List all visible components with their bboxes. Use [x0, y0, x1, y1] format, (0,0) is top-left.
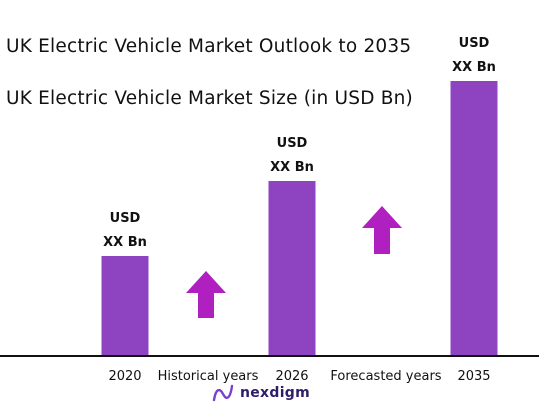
- data-label: USD: [277, 136, 308, 151]
- bar-2035: [450, 81, 498, 356]
- x-tick-label: 2026: [275, 369, 308, 384]
- period-label: Forecasted years: [330, 369, 441, 384]
- data-label: XX Bn: [452, 60, 496, 75]
- period-label: Historical years: [158, 369, 259, 384]
- data-label: XX Bn: [270, 160, 314, 175]
- brand-logo: nexdigm: [212, 384, 310, 402]
- x-tick-label: 2035: [457, 369, 490, 384]
- chart-subtitle: UK Electric Vehicle Market Size (in USD …: [6, 88, 413, 109]
- brand-name: nexdigm: [240, 385, 311, 401]
- bar-2026: [268, 181, 316, 356]
- data-label: XX Bn: [103, 235, 147, 250]
- data-label: USD: [459, 36, 490, 51]
- x-tick-label: 2020: [108, 369, 141, 384]
- nexdigm-logo-icon: [212, 384, 234, 402]
- growth-arrow-icon: [362, 206, 402, 254]
- growth-arrow-icon: [186, 271, 226, 318]
- bar-2020: [101, 256, 149, 356]
- chart-title: UK Electric Vehicle Market Outlook to 20…: [6, 36, 412, 57]
- data-label: USD: [110, 211, 141, 226]
